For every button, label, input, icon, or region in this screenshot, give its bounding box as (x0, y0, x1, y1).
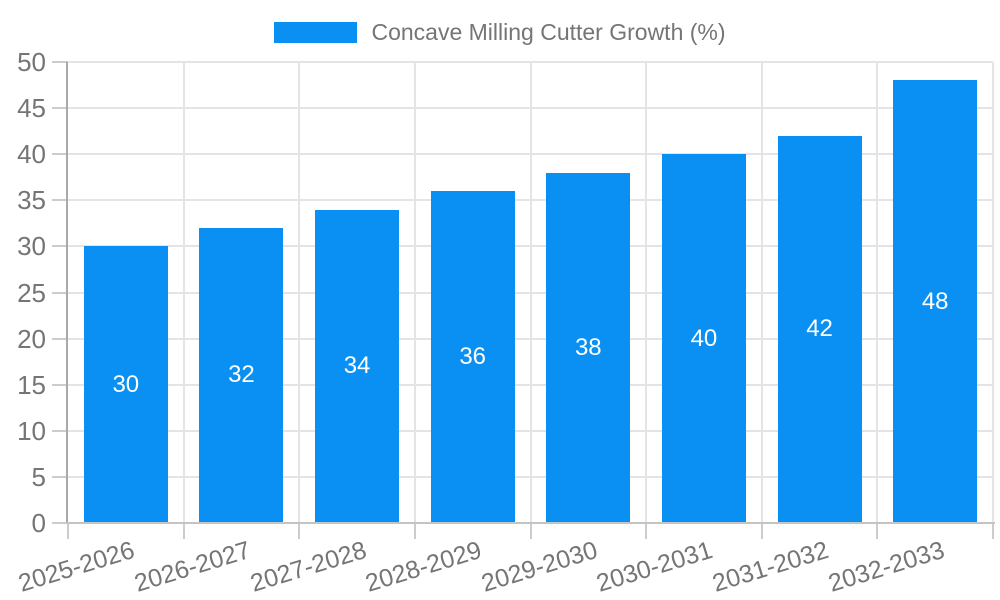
x-tick-label: 2032-2033 (824, 536, 948, 598)
y-tick-label: 35 (17, 185, 46, 216)
x-tick (182, 523, 185, 539)
y-tick (52, 61, 68, 63)
v-gridline (182, 62, 185, 523)
y-tick (52, 107, 68, 110)
x-tick (992, 523, 994, 539)
y-tick (52, 291, 68, 294)
v-gridline (760, 62, 763, 523)
bar (199, 227, 284, 523)
bar-value-label: 42 (806, 315, 833, 343)
y-tick-label: 20 (17, 323, 46, 354)
y-tick (52, 199, 68, 202)
bar-value-label: 32 (228, 361, 255, 389)
x-tick-label: 2027-2028 (246, 536, 370, 598)
y-tick-label: 0 (31, 508, 46, 538)
legend-swatch[interactable] (274, 21, 358, 43)
bar (546, 172, 631, 523)
v-gridline (298, 62, 301, 523)
y-tick (52, 383, 68, 386)
bar (430, 191, 515, 523)
v-gridline (413, 62, 416, 523)
x-tick-label: 2028-2029 (362, 536, 485, 598)
y-tick (52, 429, 68, 432)
y-tick-label: 45 (17, 93, 46, 124)
bar (83, 246, 168, 523)
x-tick-label: 2026-2027 (131, 536, 254, 598)
y-tick-label: 15 (17, 369, 46, 400)
y-tick-label: 25 (17, 277, 46, 308)
bar-value-label: 40 (690, 324, 718, 352)
bar (661, 154, 746, 523)
y-tick (52, 245, 68, 248)
y-tick (52, 153, 68, 156)
x-tick (298, 523, 301, 539)
bar (777, 135, 862, 523)
x-tick-label: 2030-2031 (593, 536, 717, 598)
y-tick (52, 522, 68, 524)
v-gridline (529, 62, 532, 523)
x-tick (67, 523, 69, 539)
bar-value-label: 34 (343, 352, 371, 380)
y-axis-line (66, 62, 68, 523)
bar-value-label: 38 (574, 333, 602, 361)
x-tick-label: 2029-2030 (477, 536, 601, 598)
bar (315, 209, 400, 523)
y-tick-label: 50 (17, 47, 46, 77)
bar-value-label: 48 (921, 287, 949, 315)
x-tick (529, 523, 532, 539)
y-tick-label: 40 (17, 139, 46, 170)
y-tick (52, 337, 68, 340)
bar (893, 80, 978, 523)
v-gridline (876, 62, 879, 523)
x-tick-label: 2031-2032 (709, 536, 832, 598)
v-gridline (992, 62, 994, 523)
bar-value-label: 36 (459, 343, 487, 371)
x-tick (760, 523, 763, 539)
x-tick-label: 2025-2026 (15, 536, 138, 598)
x-tick (645, 523, 648, 539)
y-tick (52, 475, 68, 478)
x-tick (876, 523, 879, 539)
y-tick-label: 10 (17, 415, 46, 446)
legend: Concave Milling Cutter Growth (%) (0, 16, 1000, 48)
legend-label[interactable]: Concave Milling Cutter Growth (%) (371, 18, 726, 45)
bar-value-label: 30 (112, 370, 140, 398)
x-tick (413, 523, 416, 539)
y-tick-label: 5 (31, 461, 46, 492)
v-gridline (645, 62, 648, 523)
y-tick-label: 30 (17, 231, 46, 262)
x-axis-line (66, 522, 995, 524)
